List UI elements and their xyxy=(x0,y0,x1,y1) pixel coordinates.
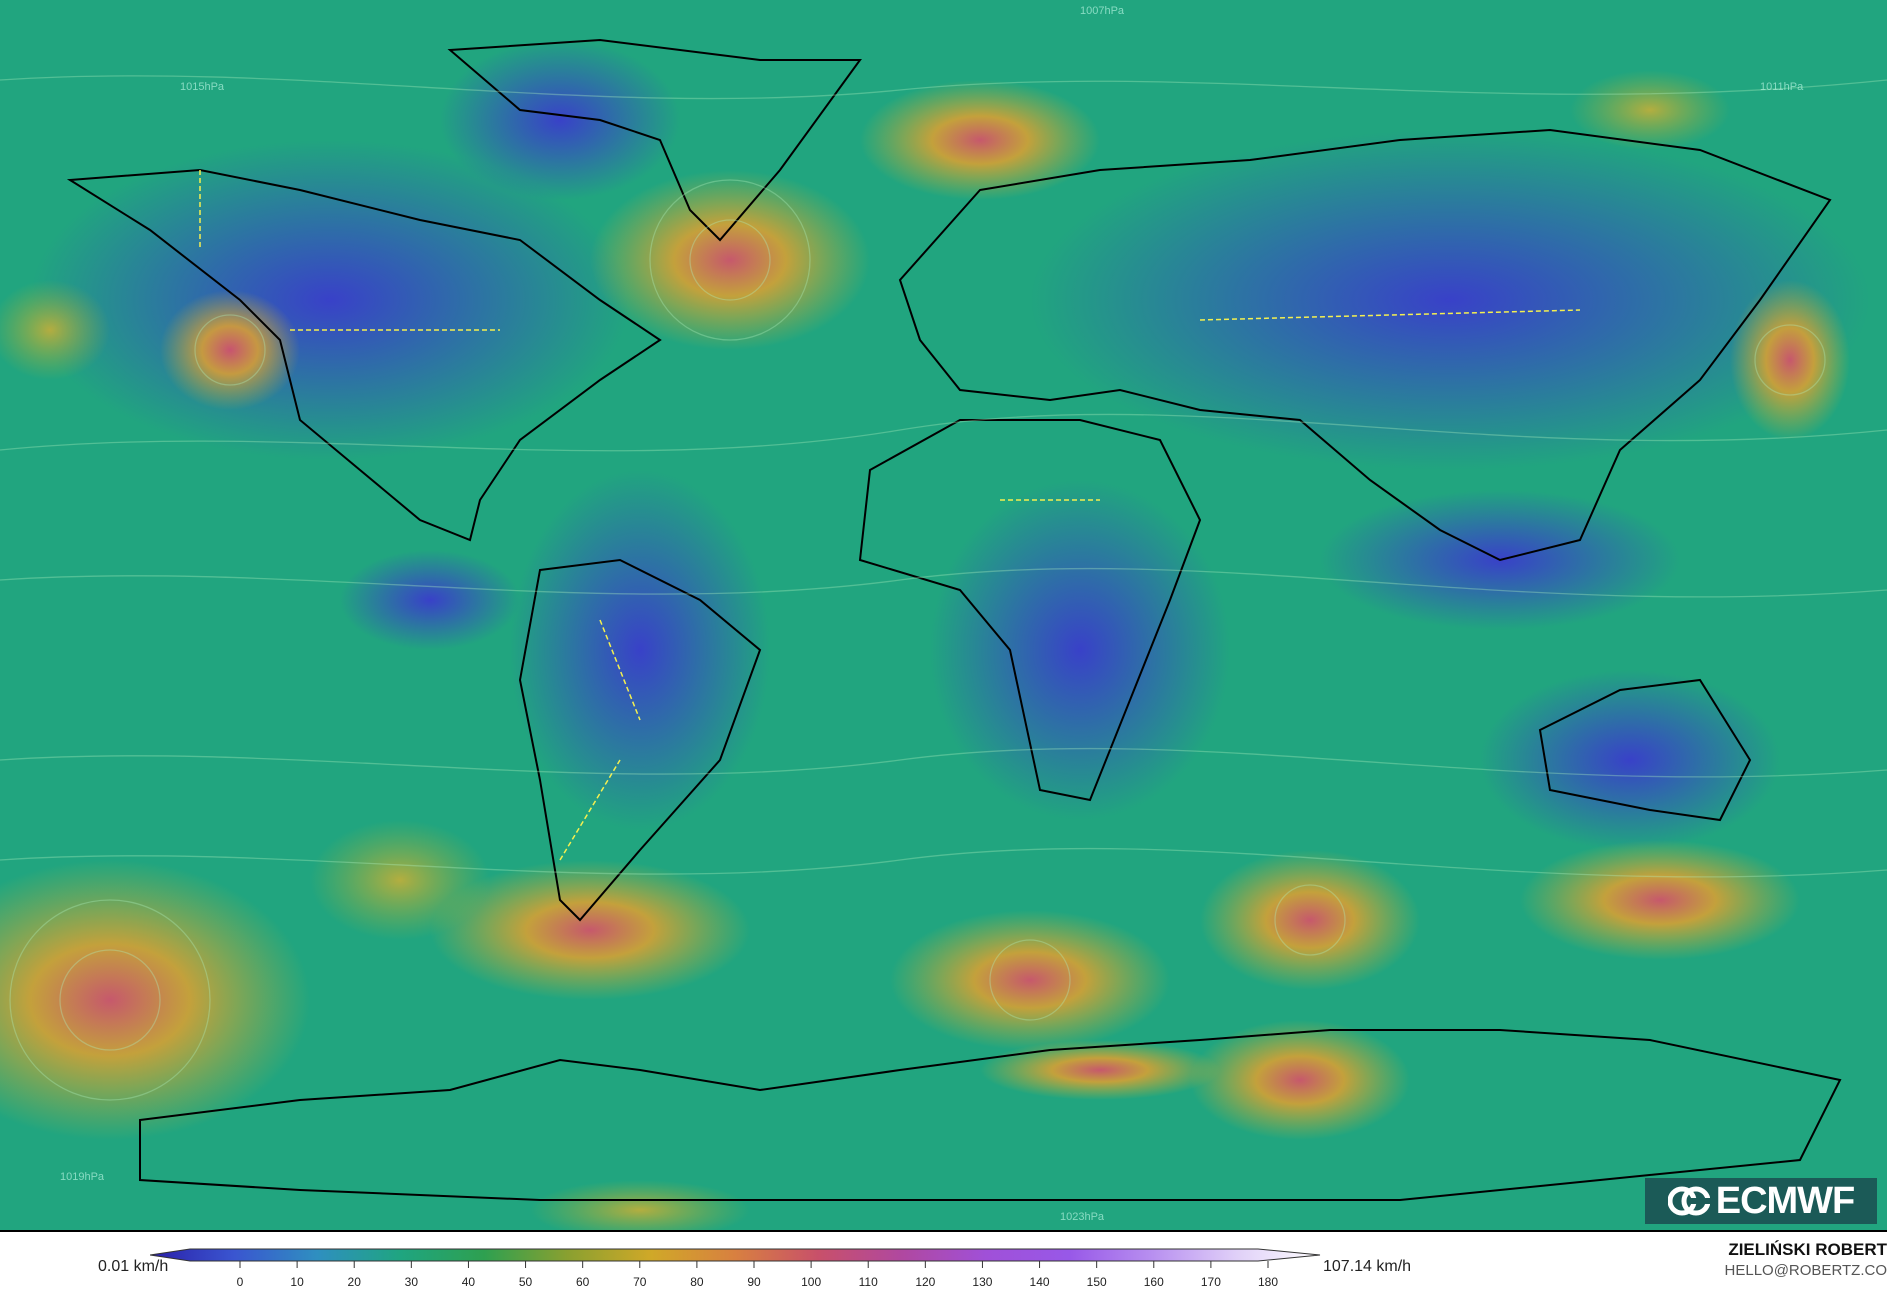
wind-speed-map: 1015hPa 1019hPa 1023hPa 1007hPa 1011hPa … xyxy=(0,0,1887,1232)
colorbar-tick-label: 40 xyxy=(461,1275,476,1289)
author-email: HELLO@ROBERTZ.CO xyxy=(1724,1262,1887,1279)
colorbar-tick-label: 60 xyxy=(575,1275,590,1289)
colorbar-tick-label: 30 xyxy=(404,1275,419,1289)
colorbar-tick-label: 120 xyxy=(915,1275,936,1289)
colorbar-tick-label: 10 xyxy=(290,1275,304,1289)
colorbar-tick-label: 110 xyxy=(858,1275,878,1289)
ecmwf-logo: ECMWF xyxy=(1645,1178,1877,1224)
colorbar-bar xyxy=(150,1248,1321,1262)
isobar-label: 1019hPa xyxy=(60,1171,105,1183)
map-layer: 1015hPa 1019hPa 1023hPa 1007hPa 1011hPa xyxy=(0,5,1887,1230)
colorbar-tick-label: 50 xyxy=(518,1275,533,1289)
colorbar-tick-label: 100 xyxy=(801,1275,822,1289)
colorbar-legend: 0.01 km/h 0 10 20 30 40 50 60 70 80 90 100 110 120 13… xyxy=(0,1232,1887,1289)
colorbar-tick-label: 150 xyxy=(1086,1275,1107,1289)
colorbar-tick-label: 140 xyxy=(1029,1275,1050,1289)
isobar-label: 1011hPa xyxy=(1760,81,1804,93)
ecmwf-logo-text: ECMWF xyxy=(1715,1179,1856,1222)
colorbar-tick-label: 70 xyxy=(633,1275,647,1289)
colorbar-tick-label: 130 xyxy=(972,1275,993,1289)
colorbar xyxy=(150,1248,1321,1268)
streamlines xyxy=(0,75,1887,1101)
colorbar-tick-label: 160 xyxy=(1143,1275,1164,1289)
colorbar-tick-label: 20 xyxy=(347,1275,361,1289)
isobar-label: 1023hPa xyxy=(1060,1211,1105,1223)
ecmwf-mark-icon xyxy=(1667,1186,1710,1216)
cyclones xyxy=(0,70,1850,1230)
colorbar-tick-label: 0 xyxy=(236,1275,244,1289)
colorbar-tick-label: 180 xyxy=(1257,1275,1279,1289)
country-borders xyxy=(199,170,1581,861)
coastlines xyxy=(66,38,1842,1201)
isobar-label: 1007hPa xyxy=(1080,5,1125,17)
author-credit: ZIELIŃSKI ROBERT xyxy=(1728,1240,1887,1259)
isobar-label: 1015hPa xyxy=(180,81,225,93)
colorbar-tick-label: 80 xyxy=(690,1275,704,1289)
max-value-label: 107.14 km/h xyxy=(1323,1258,1412,1275)
colorbar-tick-label: 170 xyxy=(1200,1275,1221,1289)
min-value-label: 0.01 km/h xyxy=(98,1258,169,1275)
colorbar-tick-label: 90 xyxy=(747,1275,761,1289)
